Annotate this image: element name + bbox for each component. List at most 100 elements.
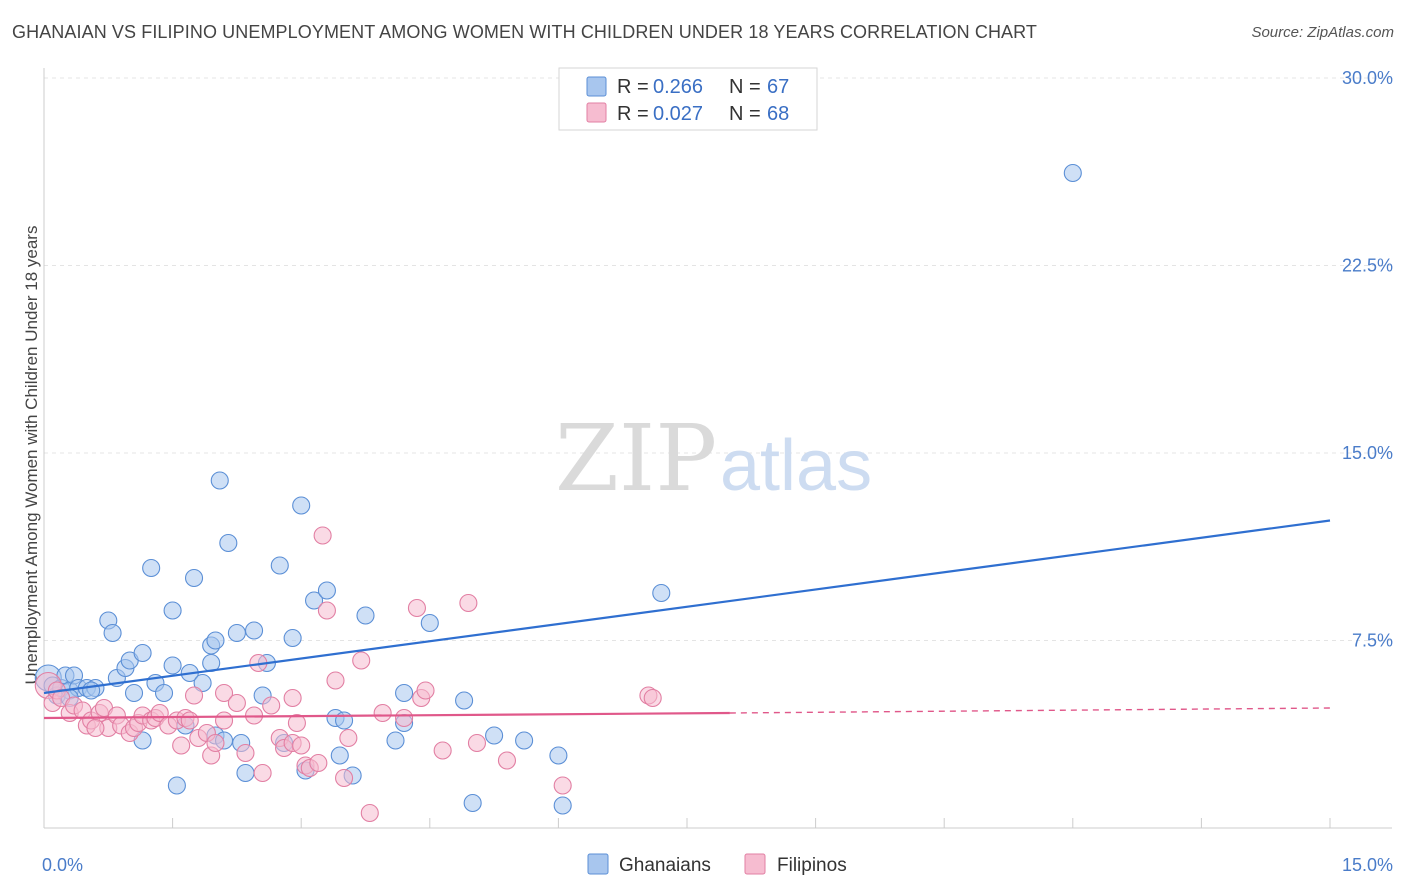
legend-r-value-filipinos: 0.027 (653, 103, 703, 125)
legend-n-value-filipinos: 68 (767, 103, 789, 125)
ghanaians-point-52 (356, 606, 375, 625)
filipinos-point-67 (86, 718, 105, 738)
source-label: Source: ZipAtlas.com (1251, 24, 1394, 41)
ghanaians-point-58 (463, 793, 482, 813)
filipinos-point-32 (214, 683, 234, 703)
filipinos-point-50 (335, 768, 354, 788)
y-tick-labels: 7.5% 15.0% 22.5% 30.0% (1342, 68, 1393, 651)
chart-title: GHANAIAN VS FILIPINO UNEMPLOYMENT AMONG … (12, 22, 1038, 42)
filipinos-point-51 (339, 728, 358, 748)
y-tick-label-2: 22.5% (1342, 256, 1393, 276)
filipinos-point-61 (467, 733, 487, 753)
ghanaians-point-34 (219, 533, 238, 553)
watermark-zip: ZIP (555, 405, 717, 512)
filipinos-point-49 (326, 671, 345, 690)
filipinos-point-43 (292, 736, 311, 755)
ghanaians-point-15 (124, 683, 144, 703)
ghanaians-point-64 (1063, 163, 1082, 183)
y-tick-label-3: 30.0% (1342, 68, 1393, 88)
bottom-legend-filipinos: Filipinos (777, 855, 847, 876)
grid-lines (44, 77, 1392, 641)
filipinos-point-34 (236, 743, 255, 763)
ghanaians-point-17 (133, 643, 152, 663)
ghanaians-point-62 (553, 796, 572, 815)
watermark-atlas: atlas (720, 426, 872, 506)
ghanaians-point-20 (154, 683, 174, 703)
legend-r-label-filipinos: R = (617, 103, 649, 125)
legend-n-label-filipinos: N = (729, 103, 761, 125)
filipinos-point-52 (352, 651, 371, 670)
ghanaians-point-65 (82, 681, 101, 700)
filipinos-point-56 (407, 598, 426, 618)
filipinos-point-38 (262, 696, 281, 715)
filipinos-point-60 (459, 593, 478, 613)
filipinos-point-42 (283, 688, 302, 708)
ghanaians-point-22 (163, 656, 182, 675)
ghanaians-point-53 (386, 731, 405, 750)
legend-r-value-ghanaians: 0.266 (653, 76, 703, 98)
bottom-legend-swatch-ghanaians (587, 853, 609, 875)
filipinos-point-48 (317, 601, 336, 620)
ghanaians-point-57 (455, 691, 474, 710)
filipinos-point-46 (309, 753, 328, 773)
ghanaians-point-61 (549, 746, 568, 765)
ghanaians-point-11 (103, 623, 122, 643)
ghanaians-point-32 (210, 471, 229, 490)
filipinos-trend-extension (729, 707, 1331, 714)
filipinos-point-33 (227, 693, 246, 713)
filipinos-point-25 (180, 711, 199, 730)
ghanaians-point-37 (236, 763, 255, 783)
legend-swatch-ghanaians (586, 76, 607, 97)
y-tick-label-0: 7.5% (1352, 631, 1393, 651)
filipinos-point-59 (433, 741, 452, 760)
trend-lines (43, 519, 1331, 720)
ghanaians-point-50 (335, 711, 354, 730)
legend-n-value-ghanaians: 67 (767, 76, 789, 98)
ghanaians-point-21 (163, 601, 182, 620)
watermark: ZIP atlas (555, 405, 872, 512)
y-tick-label-1: 15.0% (1342, 443, 1393, 463)
filipinos-point-23 (172, 736, 191, 755)
bottom-legend: Ghanaians Filipinos (587, 853, 847, 876)
ghanaians-point-41 (270, 556, 289, 575)
ghanaians-point-63 (652, 583, 671, 603)
ghanaians-point-49 (330, 746, 349, 765)
x-tick-label-0: 0.0% (42, 855, 83, 875)
filipinos-point-58 (416, 681, 435, 700)
filipinos-point-47 (313, 526, 332, 545)
legend-r-label-ghanaians: R = (617, 76, 649, 98)
ghanaians-trend-line (43, 519, 1331, 695)
ghanaians-point-46 (305, 591, 324, 610)
filipinos-point-30 (206, 733, 225, 753)
ghanaians-point-23 (167, 776, 186, 795)
filipinos-point-66 (287, 713, 306, 733)
filipinos-point-53 (360, 803, 379, 823)
ghanaians-point-26 (184, 568, 204, 588)
bottom-legend-swatch-filipinos (744, 853, 766, 875)
ghanaians-point-59 (485, 726, 504, 745)
ghanaians-point-60 (515, 731, 534, 750)
x-tick-labels: 0.0% 15.0% (42, 855, 1393, 875)
ghanaians-point-35 (227, 623, 246, 643)
bottom-legend-ghanaians: Ghanaians (619, 855, 711, 876)
ghanaians-point-27 (193, 673, 212, 693)
series-filipinos-points (34, 526, 662, 823)
filipinos-point-65 (643, 688, 662, 708)
filipinos-point-26 (184, 686, 204, 705)
x-tick-label-1: 15.0% (1342, 855, 1393, 875)
ghanaians-point-44 (292, 496, 311, 515)
filipinos-point-31 (214, 711, 234, 730)
y-axis-label: Unemployment Among Women with Children U… (22, 226, 41, 685)
filipinos-point-63 (553, 776, 572, 795)
ghanaians-point-47 (317, 581, 336, 600)
ghanaians-point-56 (420, 613, 439, 633)
filipinos-point-55 (395, 708, 414, 728)
ghanaians-point-30 (206, 631, 225, 650)
ghanaians-point-18 (142, 558, 161, 578)
filipinos-point-62 (497, 751, 517, 770)
ghanaians-point-43 (283, 628, 302, 648)
filipinos-trend-line (43, 711, 730, 720)
top-legend: R = 0.266 N = 67 R = 0.027 N = 68 (558, 67, 818, 131)
legend-n-label-ghanaians: N = (729, 76, 761, 98)
